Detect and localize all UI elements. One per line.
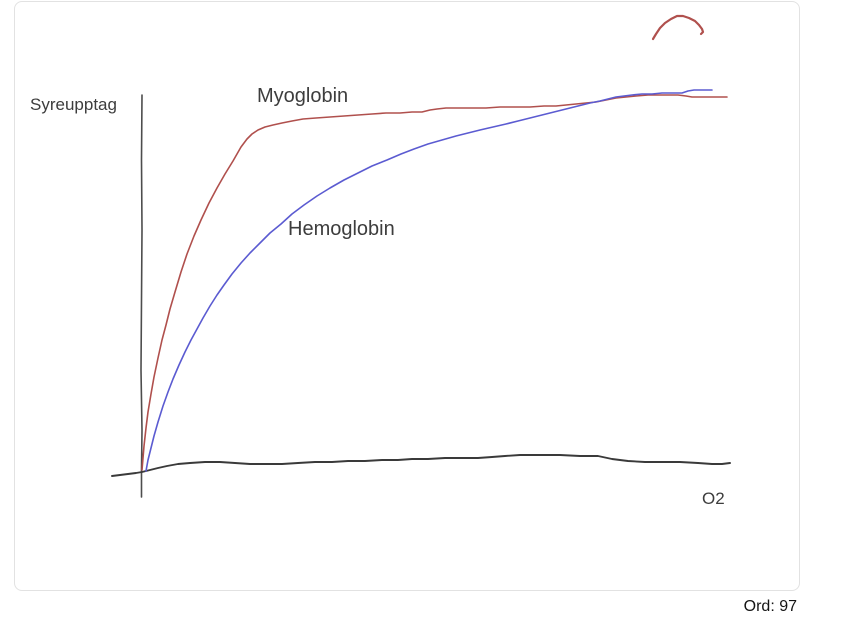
myoglobin-series-label[interactable]: Myoglobin	[257, 85, 349, 107]
hemoglobin-series-label[interactable]: Hemoglobin	[288, 218, 395, 240]
x-axis-label[interactable]: O2	[702, 489, 725, 508]
word-count-badge[interactable]: Ord: 97	[743, 598, 797, 615]
y-axis-label[interactable]: Syreupptag	[30, 95, 117, 114]
drawing-canvas[interactable]	[14, 1, 800, 591]
